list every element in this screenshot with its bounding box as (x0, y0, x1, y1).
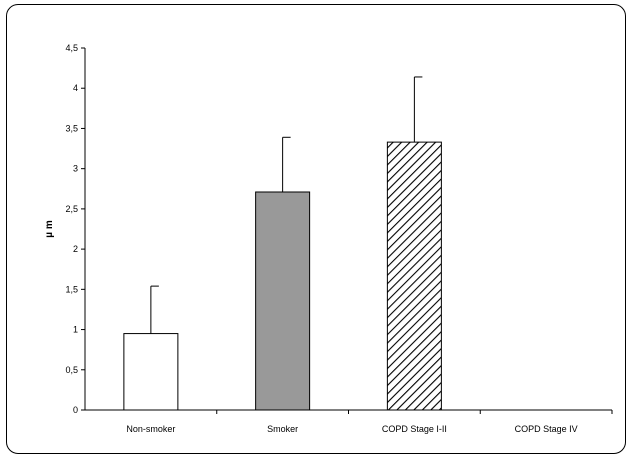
bar (123, 333, 179, 411)
y-tick-label: 0,5 (65, 365, 78, 375)
bar (255, 191, 311, 411)
y-axis-label: µ m (44, 220, 55, 238)
y-tick-label: 3 (73, 164, 78, 174)
x-category-label: COPD Stage I-II (382, 424, 447, 434)
y-tick-label: 4,5 (65, 43, 78, 53)
y-tick-label: 2,5 (65, 204, 78, 214)
y-tick-label: 0 (73, 405, 78, 415)
x-category-label: COPD Stage IV (515, 424, 578, 434)
x-category-labels: Non-smoker Smoker COPD Stage I-II COPD Stag… (126, 424, 577, 434)
error-bars (150, 76, 423, 334)
x-category-label: Non-smoker (126, 424, 175, 434)
y-tick-label: 2 (73, 244, 78, 254)
y-ticks: 0 0,5 1 1,5 2 2,5 3 3,5 4 4,5 (65, 43, 85, 415)
x-category-label: Smoker (267, 424, 298, 434)
y-tick-label: 1 (73, 325, 78, 335)
bars (123, 141, 442, 411)
bar (386, 141, 442, 411)
y-tick-label: 4 (73, 83, 78, 93)
y-tick-label: 3,5 (65, 123, 78, 133)
y-tick-label: 1,5 (65, 284, 78, 294)
